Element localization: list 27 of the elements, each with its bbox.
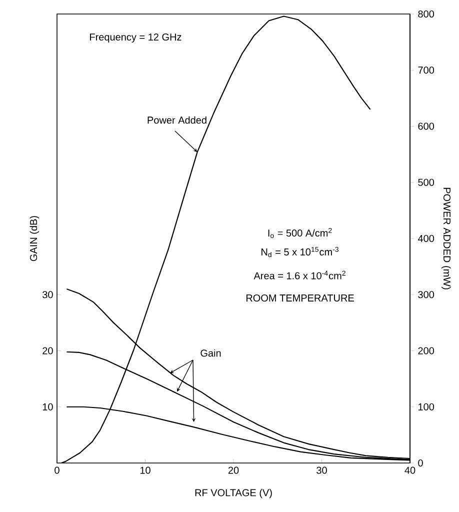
annotation: ROOM TEMPERATURE xyxy=(246,294,354,302)
annotation: Power Added xyxy=(148,116,206,124)
y2-tick-label: 800 xyxy=(418,10,434,18)
y2-tick-label: 100 xyxy=(418,403,434,410)
y2-tick-label: 600 xyxy=(418,122,434,130)
y2-tick-label: 500 xyxy=(418,178,434,186)
y2-axis-title: POWER ADDED (mW) xyxy=(441,188,451,290)
x-tick-label: 0 xyxy=(54,466,60,474)
annotation: Gain xyxy=(200,349,221,357)
y2-tick-label: 400 xyxy=(418,234,434,242)
x-tick-label: 20 xyxy=(228,466,239,474)
y2-tick-label: 700 xyxy=(418,66,434,74)
annotation: Area = 1.6 x 10$^{-4}$cm$^{2}$ xyxy=(254,270,346,280)
y-axis-title: GAIN (dB) xyxy=(30,216,40,262)
annotation: Frequency = 12 GHz xyxy=(90,33,182,43)
x-tick-label: 10 xyxy=(140,466,150,474)
y-tick-label: 20 xyxy=(42,347,53,354)
y2-tick-label: 0 xyxy=(418,459,423,467)
y-tick-label: 10 xyxy=(42,403,53,410)
x-tick-label: 30 xyxy=(316,466,327,474)
y2-tick-label: 300 xyxy=(418,291,434,298)
y-tick-label: 30 xyxy=(42,291,53,298)
x-axis-title: RF VOLTAGE (V) xyxy=(195,488,272,498)
annotation: I$_{o}$ = 500 A/cm$^{2}$ xyxy=(268,228,332,238)
y2-tick-label: 200 xyxy=(418,347,434,354)
x-tick-label: 40 xyxy=(404,466,416,474)
annotation: N$_{d}$ = 5 x 10$^{15}$cm$^{-3}$ xyxy=(262,246,338,258)
